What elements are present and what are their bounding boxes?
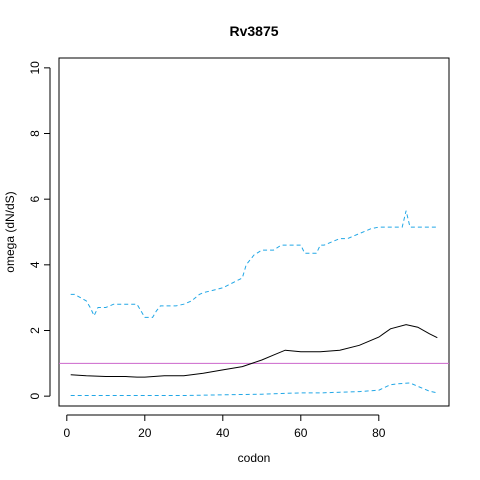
y-tick-label: 0: [28, 392, 42, 399]
confidence-bound-line-2: [70, 382, 438, 396]
chart-marks: 0 20 40 60 80 0 2 4 6 8 10: [28, 61, 449, 440]
y-tick-label: 4: [28, 261, 42, 268]
x-tick-label: 60: [294, 426, 308, 440]
chart-title: Rv3875: [229, 23, 278, 39]
y-tick-label: 10: [28, 61, 42, 75]
plot-frame: [58, 57, 450, 407]
y-tick-label: 8: [28, 130, 42, 137]
x-tick-label: 40: [216, 426, 230, 440]
confidence-bound-line-1: [70, 210, 438, 318]
y-tick-label: 6: [28, 196, 42, 203]
omega-estimate-line: [70, 324, 438, 378]
y-axis-label: omega (dN/dS): [3, 191, 17, 272]
x-tick-label: 80: [372, 426, 386, 440]
x-tick-label: 20: [138, 426, 152, 440]
x-axis-label: codon: [238, 451, 271, 465]
x-tick-label: 0: [63, 426, 70, 440]
y-tick-label: 2: [28, 327, 42, 334]
